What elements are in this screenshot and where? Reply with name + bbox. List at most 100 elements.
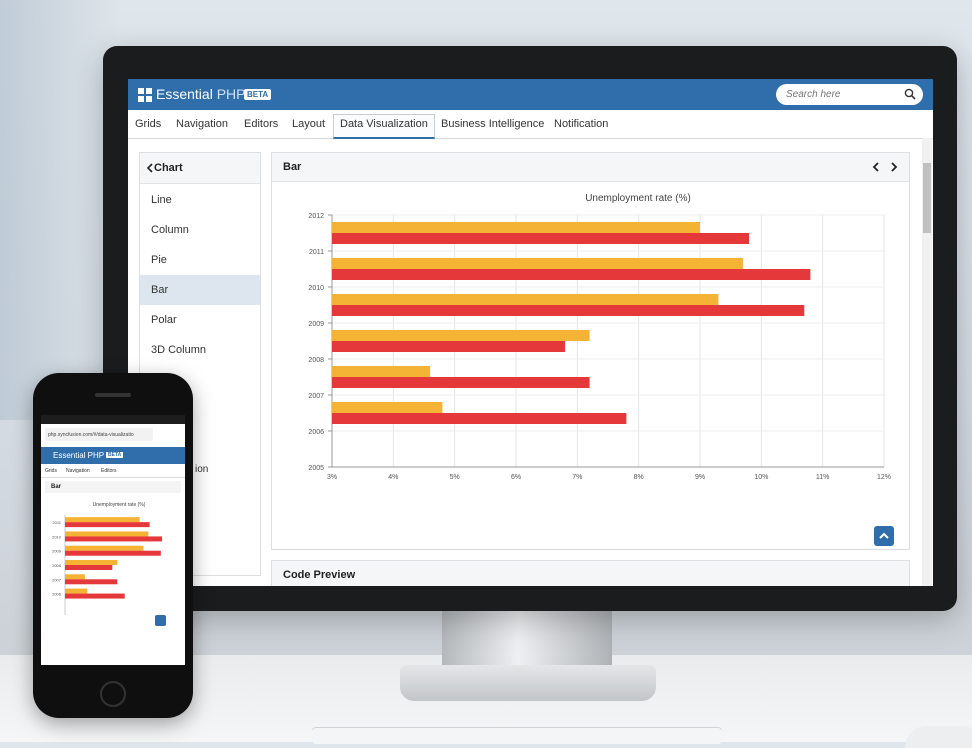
panel-title: Bar xyxy=(283,161,302,173)
bar-2007-series-2 xyxy=(332,377,590,388)
x-tick-label: 3% xyxy=(327,474,337,481)
monitor-stand xyxy=(442,611,612,671)
phone-menu: Grids Navigation Editors xyxy=(41,465,185,478)
sidebar-item-3d-column[interactable]: 3D Column xyxy=(140,335,260,365)
bar-2008-series-1 xyxy=(332,330,590,341)
phone-status-bar xyxy=(41,415,185,424)
chevron-left-icon xyxy=(146,163,153,173)
app-header: Essential PHP BETA xyxy=(128,79,933,110)
app-title-main: Essential xyxy=(156,86,213,102)
scrollbar-thumb[interactable] xyxy=(923,163,931,233)
sidebar-item-line[interactable]: Line xyxy=(140,185,260,215)
phone-bar-2008-series-2 xyxy=(65,565,113,570)
sidebar-back-header[interactable]: Chart xyxy=(140,153,260,184)
x-tick-label: 9% xyxy=(695,474,705,481)
scroll-to-top-button[interactable] xyxy=(874,526,894,546)
mobile-phone: php.syncfusion.com/#/data-visualizatio E… xyxy=(33,373,193,718)
menu-item-grids[interactable]: Grids xyxy=(135,118,162,130)
phone-bar-2010-series-1 xyxy=(65,531,149,537)
essential-logo-icon xyxy=(138,88,153,102)
menu-item-notification[interactable]: Notification xyxy=(554,118,609,130)
chart-title: Unemployment rate (%) xyxy=(585,193,691,204)
page-scrollbar[interactable] xyxy=(922,138,932,586)
phone-y-tick-label: 2011 xyxy=(52,520,61,525)
sidebar-item-label: Pie xyxy=(151,254,167,266)
x-tick-label: 11% xyxy=(816,474,830,481)
phone-bar-2007-series-2 xyxy=(65,579,118,585)
menu-item-data-visualization[interactable]: Data Visualization xyxy=(333,114,435,139)
code-preview-label: Code Preview xyxy=(283,569,356,581)
sidebar-peek-text: ion xyxy=(195,464,209,475)
phone-home-button[interactable] xyxy=(100,681,126,707)
y-tick-label: 2009 xyxy=(308,321,324,328)
y-tick-label: 2010 xyxy=(308,285,324,292)
app-title[interactable]: Essential PHP xyxy=(156,86,246,102)
y-tick-label: 2007 xyxy=(308,393,324,400)
phone-y-tick-label: 2008 xyxy=(52,563,62,568)
search-icon[interactable] xyxy=(904,88,916,100)
sidebar-item-label: Bar xyxy=(151,284,169,296)
phone-y-tick-label: 2007 xyxy=(52,577,62,582)
phone-panel-header: Bar xyxy=(45,481,181,493)
menu-item-navigation[interactable]: Navigation xyxy=(176,118,228,130)
sidebar-item-pie[interactable]: Pie xyxy=(140,245,260,275)
x-tick-label: 12% xyxy=(877,474,891,481)
phone-menu-item-navigation[interactable]: Navigation xyxy=(66,468,90,474)
menu-item-editors[interactable]: Editors xyxy=(244,118,279,130)
phone-bar-2009-series-1 xyxy=(65,545,144,551)
phone-url-bar[interactable]: php.syncfusion.com/#/data-visualizatio xyxy=(45,428,153,441)
phone-menu-item-editors[interactable]: Editors xyxy=(101,468,117,474)
x-tick-label: 4% xyxy=(388,474,398,481)
bar-2006-series-2 xyxy=(332,413,627,424)
phone-bar-2007-series-1 xyxy=(65,574,85,580)
phone-app-header: Essential PHP BETA xyxy=(41,447,185,464)
bar-2009-series-2 xyxy=(332,305,805,316)
phone-panel-title: Bar xyxy=(51,484,62,490)
bar-2006-series-1 xyxy=(332,402,443,413)
phone-speaker xyxy=(95,393,131,397)
next-chevron-icon[interactable] xyxy=(887,159,901,175)
search-box xyxy=(776,84,923,105)
sidebar-item-label: 3D Column xyxy=(151,344,207,356)
phone-chart-title: Unemployment rate (%) xyxy=(93,502,146,508)
phone-beta-badge: BETA xyxy=(106,452,124,458)
monitor-screen: Essential PHP BETA Grids Navigation Edit… xyxy=(128,79,933,586)
menu-item-layout[interactable]: Layout xyxy=(292,118,326,130)
previous-chevron-icon[interactable] xyxy=(869,159,883,175)
y-tick-label: 2011 xyxy=(309,249,324,256)
bar-2011-series-1 xyxy=(332,222,700,233)
sidebar-item-column[interactable]: Column xyxy=(140,215,260,245)
sidebar-item-polar[interactable]: Polar xyxy=(140,305,260,335)
code-preview-header[interactable]: Code Preview xyxy=(271,560,910,586)
beta-badge: BETA xyxy=(244,89,272,100)
sidebar-item-label: Line xyxy=(151,194,172,206)
app-title-php: PHP xyxy=(216,86,246,102)
sidebar-item-label: Polar xyxy=(151,314,177,326)
x-tick-label: 6% xyxy=(511,474,521,481)
phone-y-tick-label: 2010 xyxy=(52,534,62,539)
phone-y-tick-label: 2009 xyxy=(52,549,62,554)
desktop-monitor: Essential PHP BETA Grids Navigation Edit… xyxy=(103,46,957,611)
bar-2009-series-1 xyxy=(332,294,719,305)
keyboard xyxy=(312,728,722,744)
panel-header: Bar xyxy=(272,153,909,182)
x-tick-label: 10% xyxy=(754,474,768,481)
phone-scroll-top-button[interactable] xyxy=(155,615,166,626)
phone-menu-item-grids[interactable]: Grids xyxy=(45,468,57,474)
bar-chart: Unemployment rate (%) 3% 4% 5% 6% 7% 8% 9% 10% 11… xyxy=(308,193,891,481)
monitor-stand-base xyxy=(400,665,656,701)
phone-bar-2006-series-1 xyxy=(65,588,88,594)
y-tick-label: 2005 xyxy=(308,465,324,472)
phone-bar-2011-series-1 xyxy=(65,517,140,523)
menu-item-business-intelligence[interactable]: Business Intelligence xyxy=(441,118,545,130)
search-input[interactable] xyxy=(786,87,896,102)
x-tick-label: 8% xyxy=(634,474,644,481)
phone-bar-chart: Unemployment rate (%) 2011 2010 2009 2008 200… xyxy=(52,502,163,615)
sidebar-item-bar[interactable]: Bar xyxy=(140,275,260,305)
bar-2011-series-2 xyxy=(332,233,750,244)
bar-2007-series-1 xyxy=(332,366,431,377)
y-tick-label: 2012 xyxy=(308,213,324,220)
sidebar-item-label: Column xyxy=(151,224,189,236)
phone-bar-2009-series-2 xyxy=(65,550,161,556)
phone-app-title: Essential PHP xyxy=(53,451,105,460)
